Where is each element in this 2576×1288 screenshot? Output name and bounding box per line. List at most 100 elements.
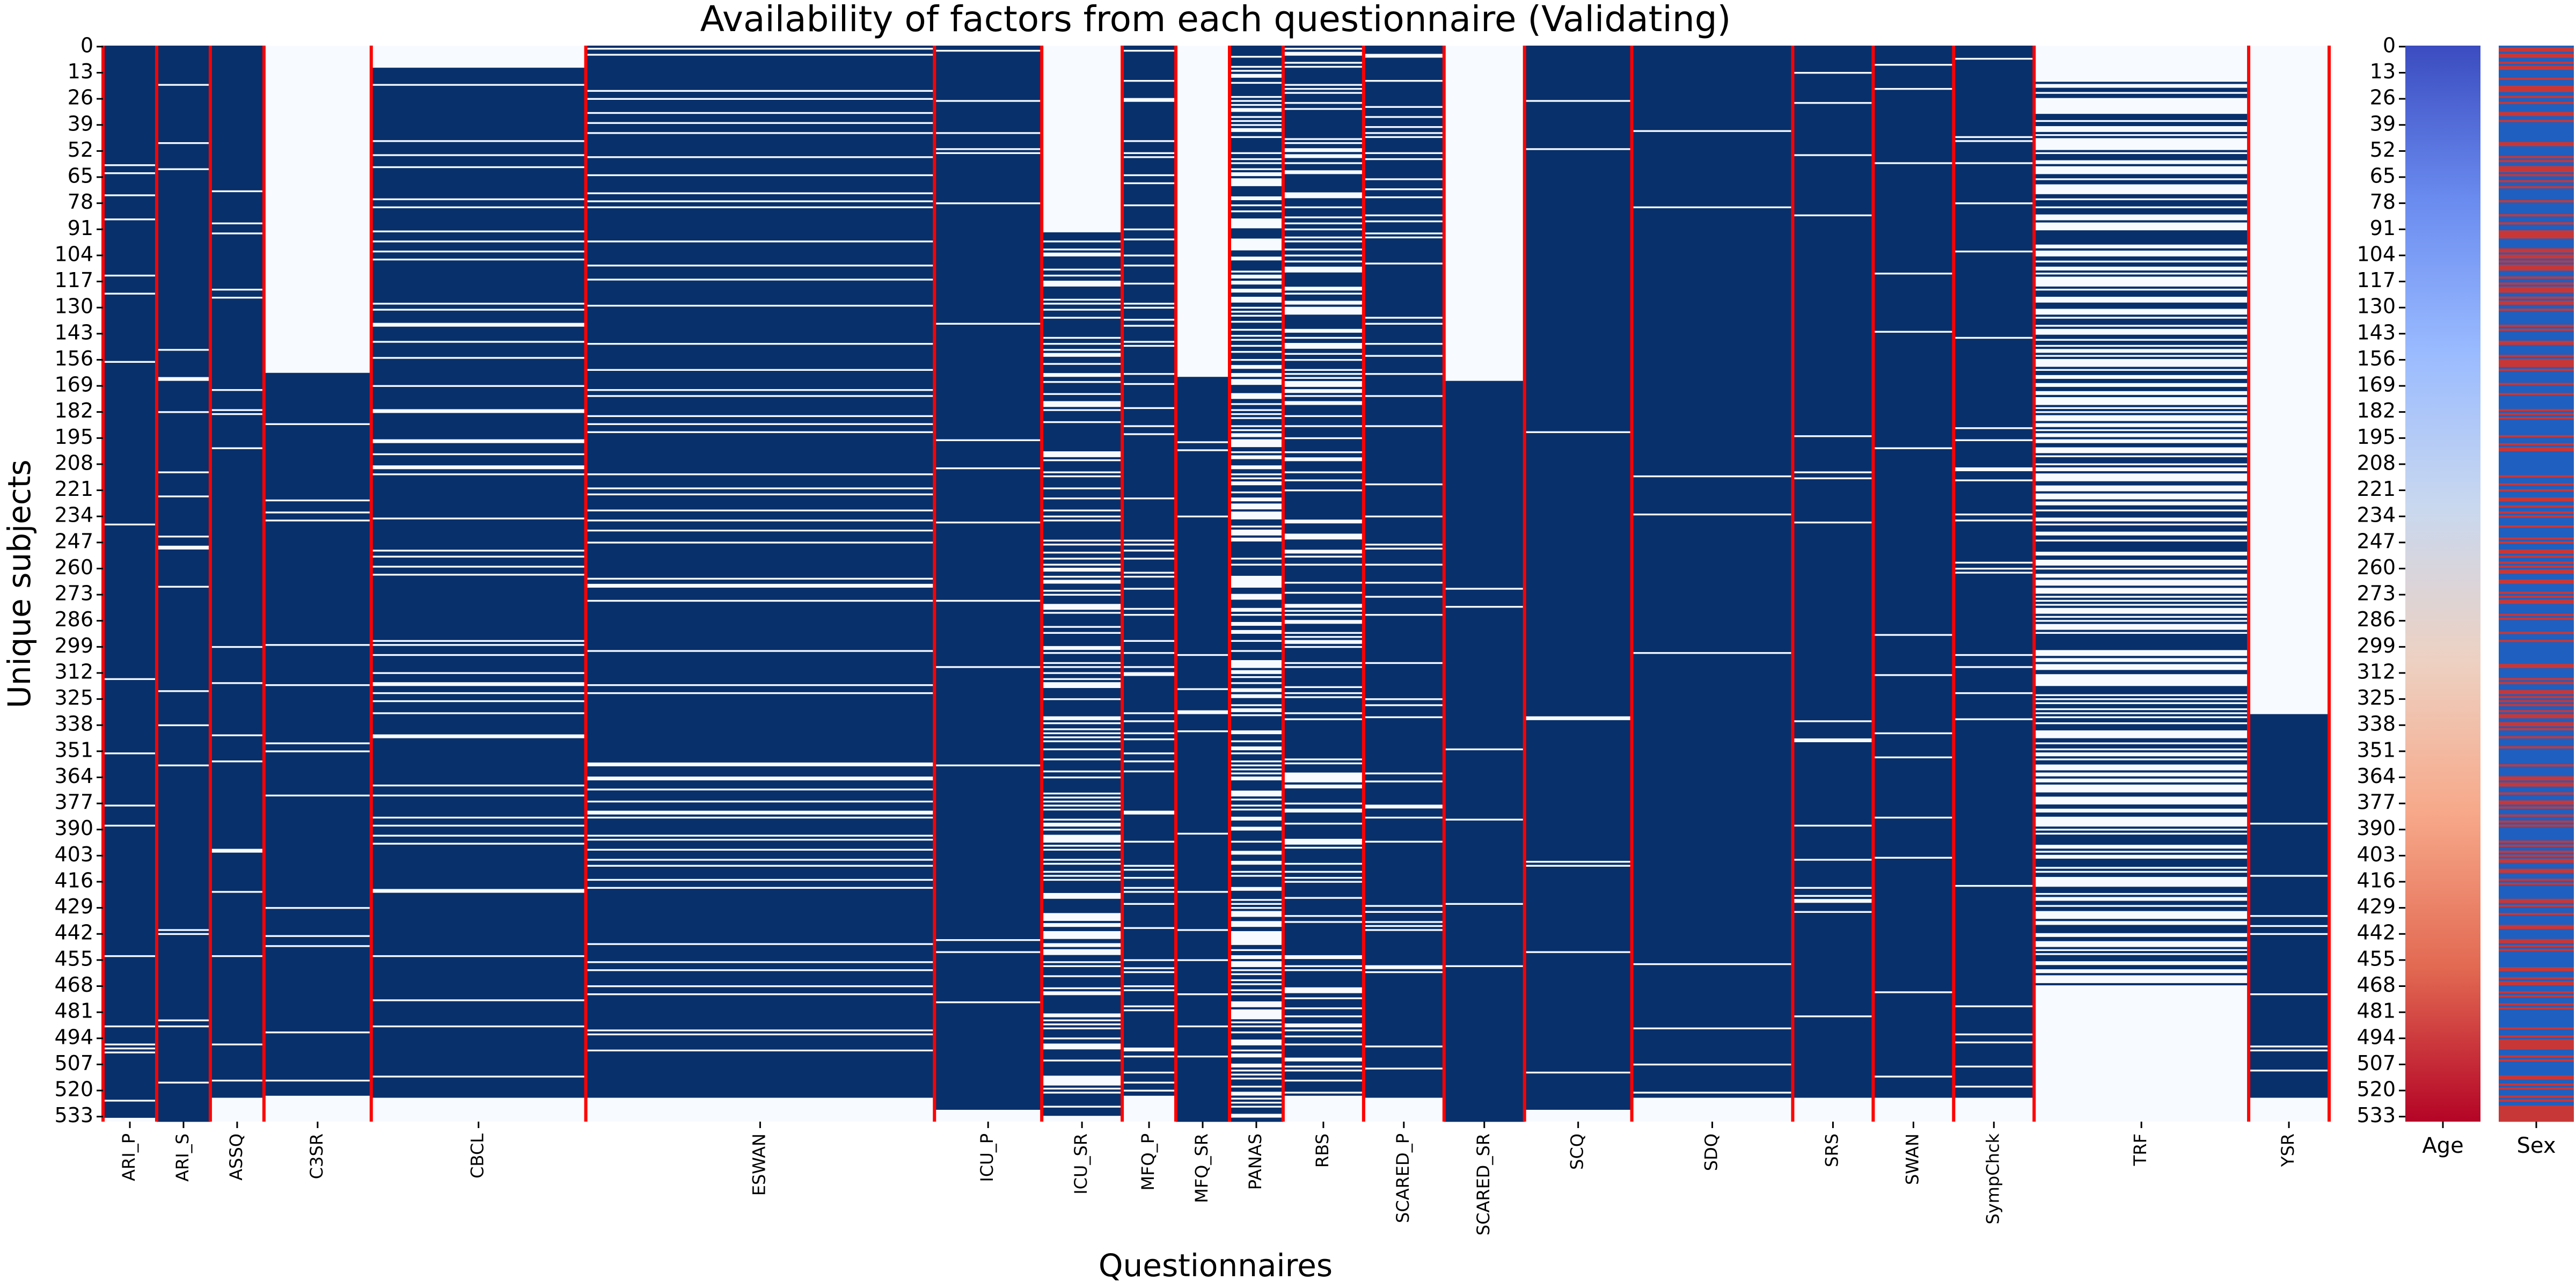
availability-cell xyxy=(2034,174,2249,179)
availability-cell xyxy=(1042,423,1123,452)
availability-cell xyxy=(1229,843,1283,851)
availability-cell xyxy=(2034,565,2249,568)
availability-cell xyxy=(1176,995,1230,1026)
availability-cell xyxy=(1042,572,1123,576)
sex-cell-female xyxy=(2499,561,2574,564)
availability-cell xyxy=(1042,553,1123,558)
sex-cell-female xyxy=(2499,417,2574,420)
availability-cell xyxy=(1953,515,2035,520)
availability-cell xyxy=(1176,517,1230,654)
sex-cell-female xyxy=(2499,342,2574,345)
availability-cell xyxy=(1283,378,1364,382)
availability-cell xyxy=(586,818,935,835)
sex-cell-female xyxy=(2499,301,2574,303)
side-y-tick-label: 494 xyxy=(2357,1025,2396,1049)
availability-cell xyxy=(210,46,264,191)
sex-cell-female xyxy=(2499,68,2574,70)
column-ari_s xyxy=(156,46,210,1122)
availability-cell xyxy=(1444,905,1525,965)
availability-cell xyxy=(1122,347,1176,374)
availability-cell xyxy=(1873,274,1954,331)
side-y-tick-label: 39 xyxy=(2370,112,2396,135)
availability-cell xyxy=(1363,973,1444,1046)
availability-cell xyxy=(586,602,935,650)
availability-cell xyxy=(1363,107,1444,116)
availability-cell xyxy=(1176,690,1230,711)
availability-cell xyxy=(1042,242,1123,249)
availability-cell xyxy=(210,411,264,413)
availability-cell xyxy=(2034,302,2249,309)
availability-cell xyxy=(1042,720,1123,723)
availability-cell xyxy=(1792,897,1874,899)
availability-cell xyxy=(1229,272,1283,275)
availability-cell xyxy=(103,1101,157,1118)
availability-cell xyxy=(1229,927,1283,932)
availability-cell xyxy=(1229,361,1283,365)
y-tick-label: 13 xyxy=(68,60,93,83)
availability-cell xyxy=(1229,865,1283,871)
side-y-tick-label: 195 xyxy=(2357,425,2396,449)
availability-cell xyxy=(1042,595,1123,604)
availability-cell xyxy=(1229,890,1283,899)
availability-cell xyxy=(1042,559,1123,564)
availability-cell xyxy=(1283,923,1364,955)
availability-cell xyxy=(1229,469,1283,474)
availability-cell xyxy=(1873,332,1954,448)
availability-cell xyxy=(1122,889,1176,891)
availability-cell xyxy=(2034,248,2249,251)
y-tick-label: 208 xyxy=(54,451,93,474)
x-tick-label: MFQ_P xyxy=(1138,1133,1158,1191)
availability-cell xyxy=(1042,1021,1123,1024)
availability-cell xyxy=(1042,270,1123,275)
sex-cell-female xyxy=(2499,290,2574,293)
y-tick-label: 78 xyxy=(68,190,93,214)
availability-cell xyxy=(1229,641,1283,650)
availability-cell xyxy=(586,866,935,879)
availability-cell xyxy=(1229,716,1283,730)
availability-cell xyxy=(1229,98,1283,100)
availability-cell xyxy=(586,995,935,1030)
availability-cell xyxy=(371,519,586,550)
availability-cell xyxy=(1229,810,1283,817)
availability-cell xyxy=(586,92,935,98)
availability-cell xyxy=(371,68,586,84)
availability-cell xyxy=(264,744,371,751)
sex-cell-female xyxy=(2499,665,2574,668)
sex-cell-female xyxy=(2499,716,2574,719)
availability-cell xyxy=(1229,101,1283,104)
sex-cell-female xyxy=(2499,409,2574,412)
availability-cell xyxy=(1122,206,1176,229)
availability-cell xyxy=(1283,638,1364,640)
availability-cell xyxy=(586,790,935,801)
availability-cell xyxy=(1229,302,1283,307)
availability-cell xyxy=(1176,961,1230,993)
sex-cell-female xyxy=(2499,232,2574,235)
sex-cell-female xyxy=(2499,820,2574,823)
availability-cell xyxy=(1363,160,1444,179)
availability-cell xyxy=(586,489,935,494)
sex-cell-female xyxy=(2499,230,2574,233)
availability-cell xyxy=(2034,594,2249,596)
availability-cell xyxy=(264,501,371,512)
availability-cell xyxy=(1042,499,1123,510)
sex-cell-female xyxy=(2499,844,2574,847)
availability-cell xyxy=(2034,750,2249,753)
y-tick-label: 117 xyxy=(54,268,93,292)
availability-cell xyxy=(1229,176,1283,179)
sex-cell-female xyxy=(2499,505,2574,508)
availability-cell xyxy=(1283,481,1364,490)
availability-cell xyxy=(1122,577,1176,588)
availability-cell xyxy=(1122,375,1176,383)
availability-cell xyxy=(156,144,210,169)
availability-cell xyxy=(2034,334,2249,339)
sex-cell-female xyxy=(2499,90,2574,92)
availability-cell xyxy=(1229,415,1283,418)
availability-cell xyxy=(1363,318,1444,323)
availability-cell xyxy=(2034,951,2249,954)
availability-cell xyxy=(1042,826,1123,829)
availability-cell xyxy=(2034,710,2249,713)
availability-cell xyxy=(2034,936,2249,941)
availability-cell xyxy=(264,1033,371,1080)
side-y-tick-label: 78 xyxy=(2370,190,2396,214)
sex-cell-female xyxy=(2499,1106,2574,1108)
